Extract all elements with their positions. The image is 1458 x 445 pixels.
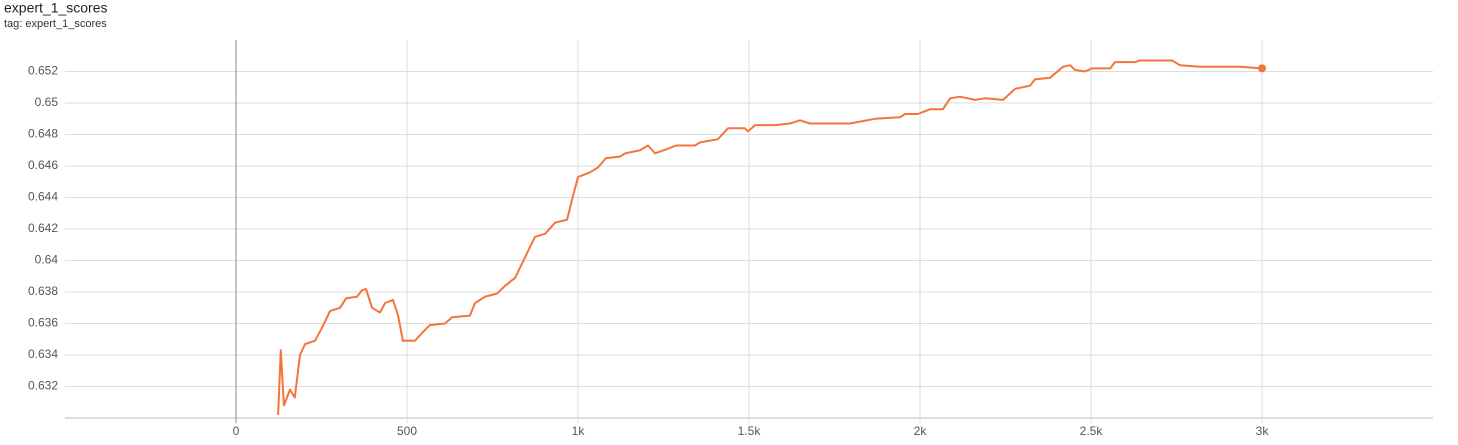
chart-subtitle: tag: expert_1_scores — [4, 18, 107, 30]
x-tick-label: 500 — [397, 424, 417, 438]
y-tick-label: 0.642 — [28, 221, 58, 235]
y-tick-label: 0.65 — [35, 95, 59, 109]
y-tick-label: 0.646 — [28, 158, 58, 172]
x-tick-label: 1.5k — [738, 424, 762, 438]
y-tick-label: 0.634 — [28, 347, 58, 361]
y-tick-label: 0.632 — [28, 379, 58, 393]
x-tick-label: 2k — [914, 424, 928, 438]
x-tick-label: 2.5k — [1080, 424, 1104, 438]
x-tick-label: 0 — [233, 424, 240, 438]
y-tick-label: 0.64 — [35, 253, 59, 267]
last-point — [1258, 64, 1266, 73]
chart-title: expert_1_scores — [4, 0, 108, 16]
y-tick-label: 0.652 — [28, 64, 58, 78]
x-tick-label: 3k — [1256, 424, 1270, 438]
y-tick-label: 0.644 — [28, 190, 58, 204]
y-tick-label: 0.648 — [28, 127, 58, 141]
y-tick-label: 0.638 — [28, 284, 58, 298]
series-line — [277, 59, 1263, 415]
x-tick-label: 1k — [572, 424, 586, 438]
y-tick-label: 0.636 — [28, 316, 58, 330]
